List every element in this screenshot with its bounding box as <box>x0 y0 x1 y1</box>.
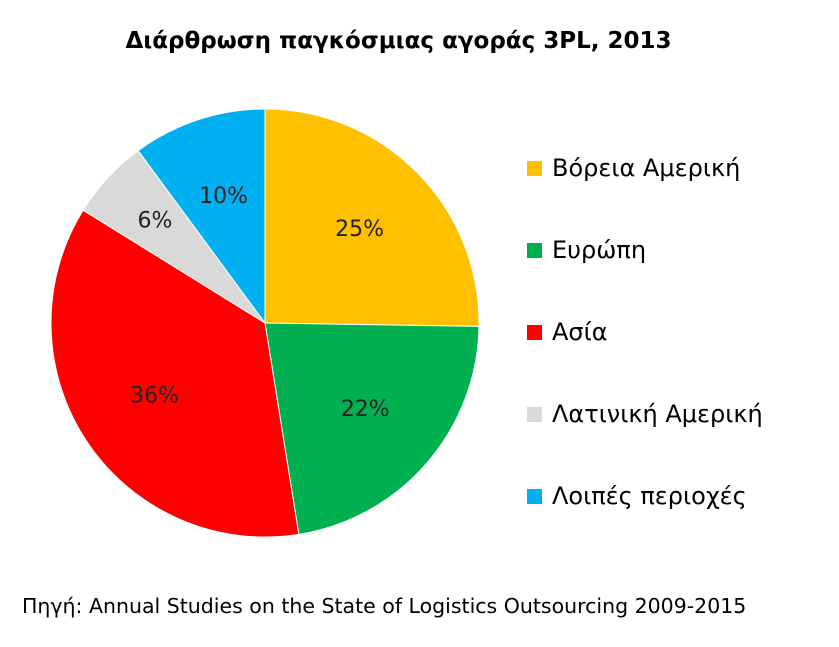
pie-slice-labels: 25% 22% 36% 6% 10% <box>130 184 390 422</box>
pie-slice-1 <box>264 108 480 327</box>
legend-item: Λοιπές περιοχές <box>527 476 827 516</box>
slice-label-5: 10% <box>199 184 248 209</box>
pie-slice-5 <box>137 108 266 325</box>
slice-label-4: 6% <box>138 208 173 233</box>
legend-label: Λοιπές περιοχές <box>552 482 747 510</box>
legend-swatch <box>527 406 542 422</box>
chart-title: Διάρθρωση παγκόσμιας αγοράς 3PL, 2013 <box>125 28 672 54</box>
pie-slice-3 <box>50 209 300 538</box>
legend-label: Λατινική Αμερική <box>552 400 763 428</box>
slice-label-3: 36% <box>130 383 179 408</box>
legend-swatch <box>527 324 542 340</box>
legend-swatch <box>527 242 542 258</box>
legend-label: Βόρεια Αμερική <box>552 154 741 182</box>
slice-label-1: 25% <box>335 217 384 242</box>
legend-item: Λατινική Αμερική <box>527 394 827 434</box>
legend-swatch <box>527 488 542 504</box>
legend-item: Ασία <box>527 312 827 352</box>
legend-item: Βόρεια Αμερική <box>527 148 827 188</box>
legend-label: Ασία <box>552 318 608 346</box>
pie-slice-2 <box>264 322 480 535</box>
source-note: Πηγή: Annual Studies on the State of Log… <box>22 594 747 618</box>
legend: Βόρεια Αμερική Ευρώπη Ασία Λατινική Αμερική… <box>527 148 827 558</box>
pie-slices <box>50 108 480 538</box>
legend-item: Ευρώπη <box>527 230 827 270</box>
legend-swatch <box>527 160 542 176</box>
legend-label: Ευρώπη <box>552 236 647 264</box>
slice-label-2: 22% <box>341 397 390 422</box>
